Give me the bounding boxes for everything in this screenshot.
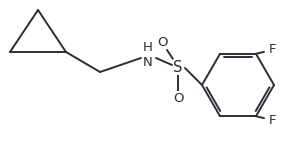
Text: H
N: H N bbox=[143, 41, 153, 69]
Text: O: O bbox=[173, 91, 183, 105]
Text: F: F bbox=[268, 43, 276, 56]
Text: S: S bbox=[173, 60, 183, 75]
Text: O: O bbox=[157, 35, 167, 49]
Text: F: F bbox=[268, 114, 276, 127]
